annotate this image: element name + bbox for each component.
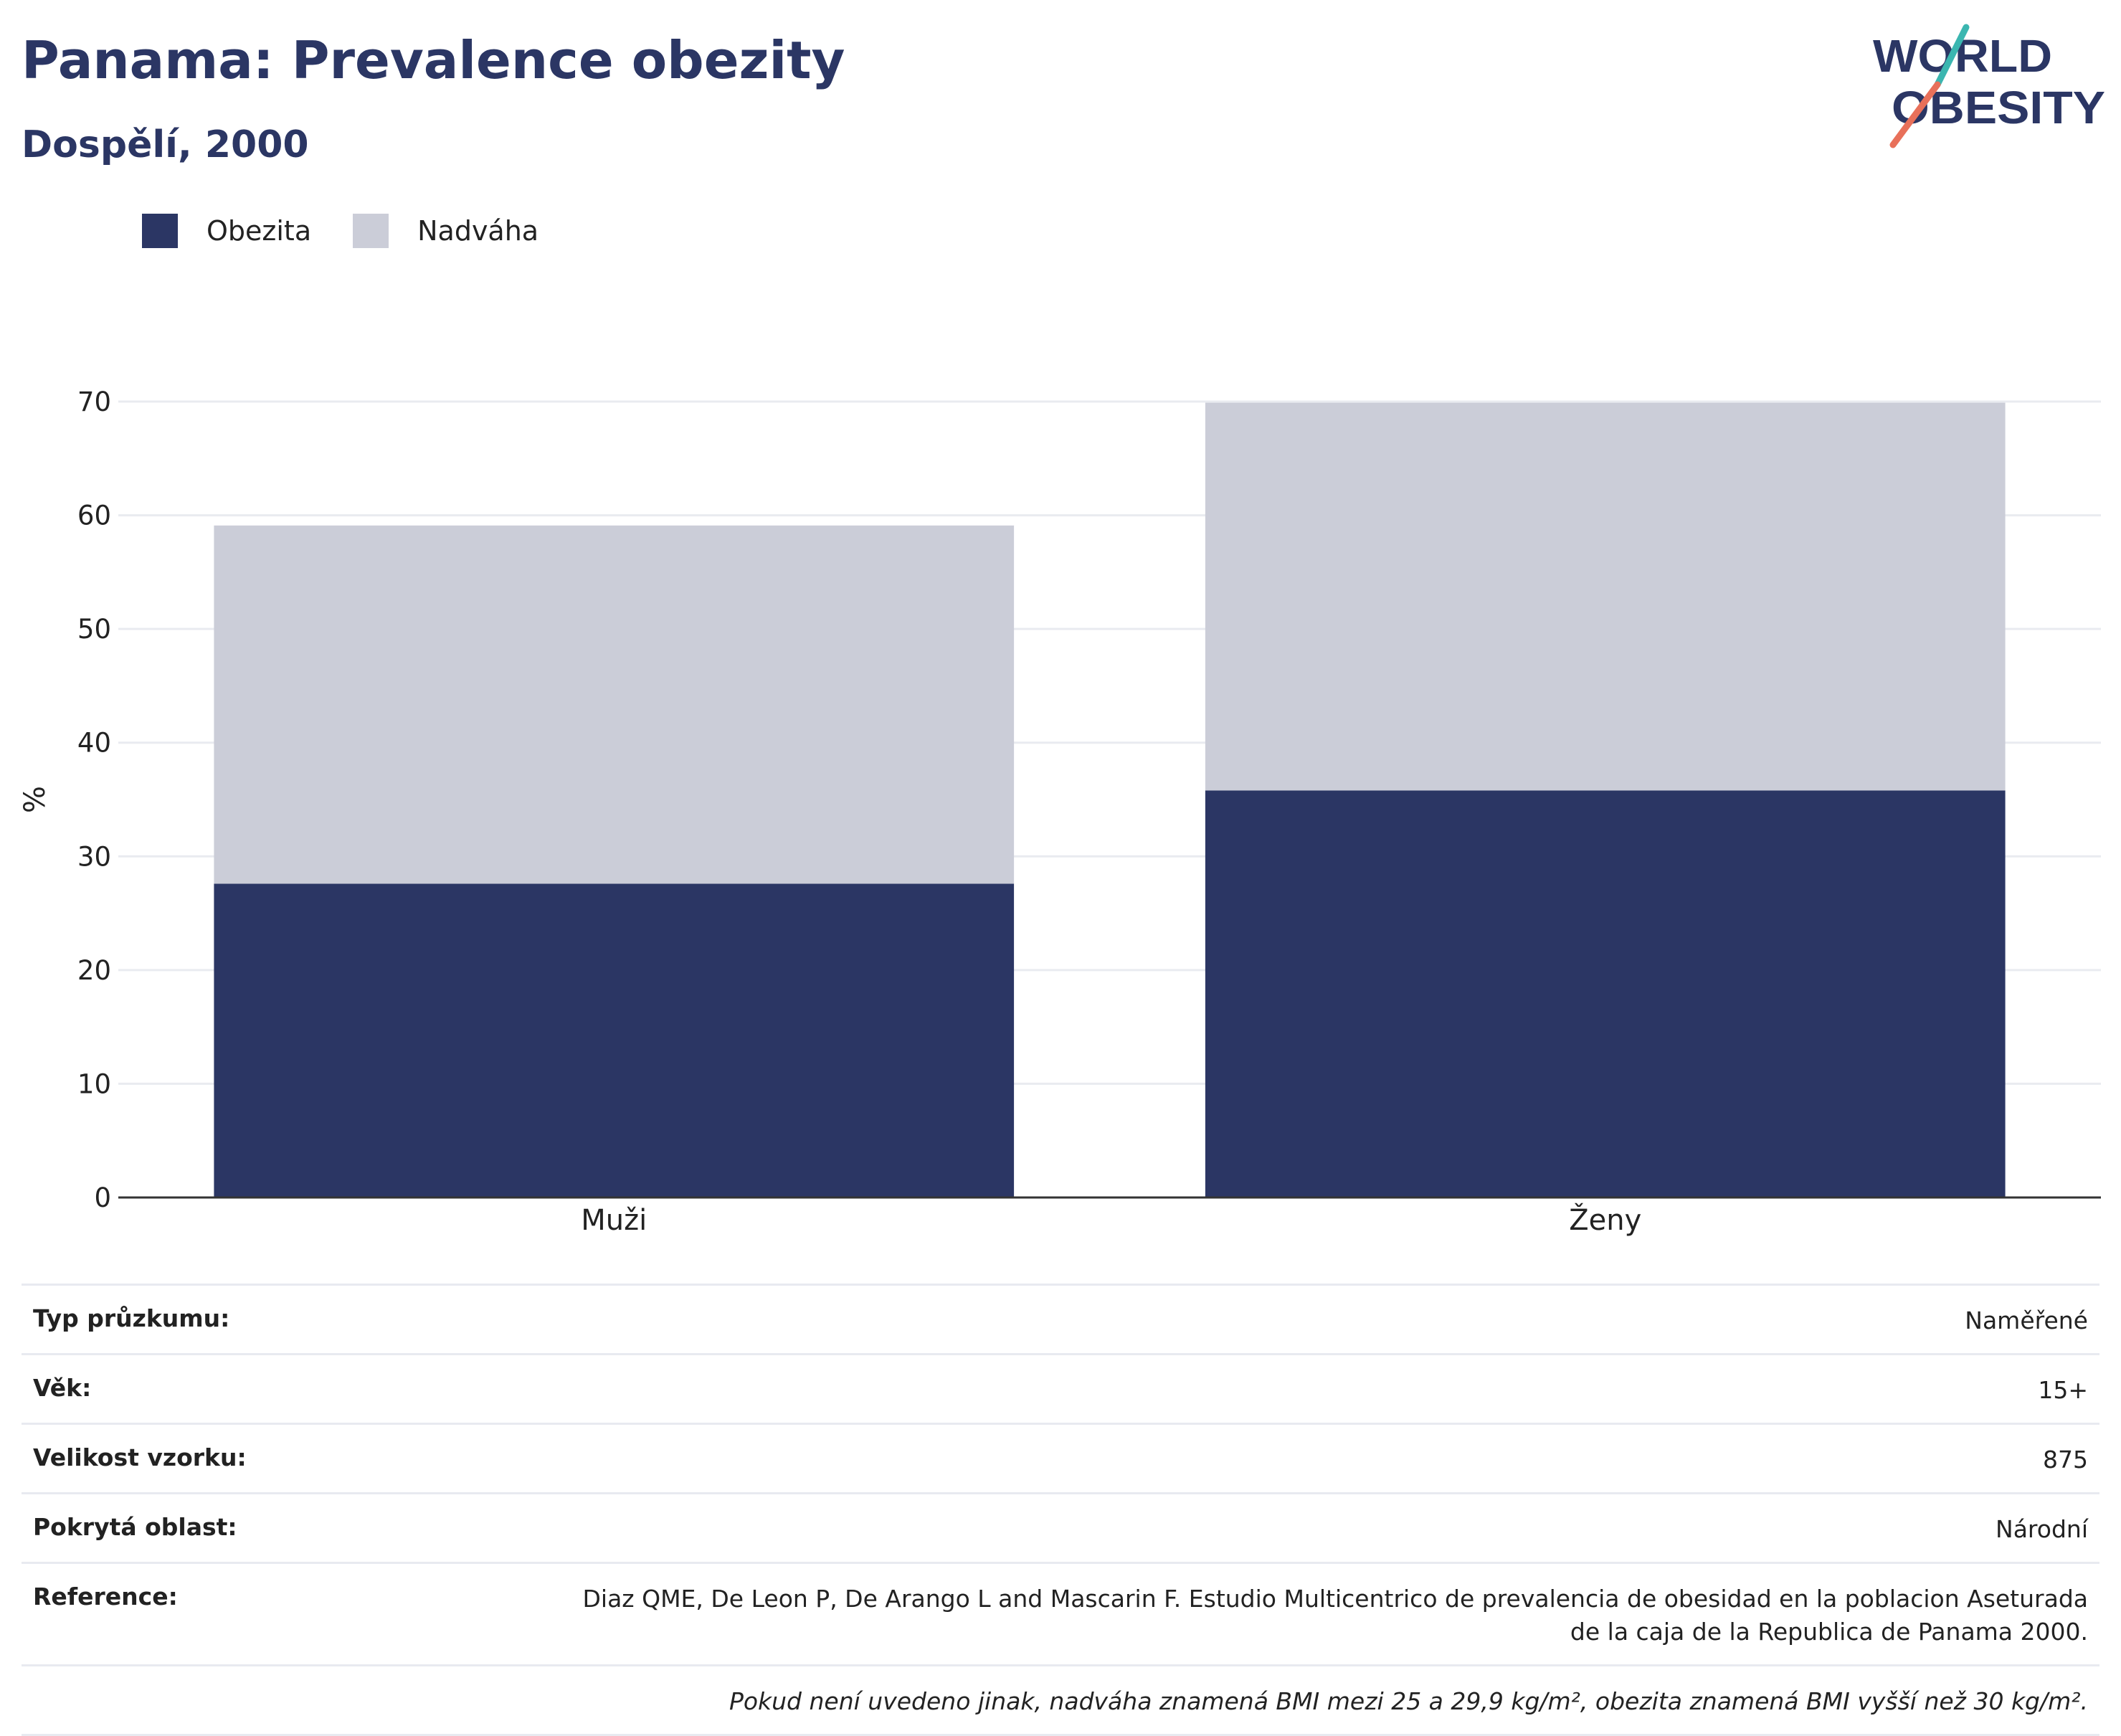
info-row-sample-size: Velikost vzorku: 875 [22, 1423, 2099, 1492]
survey-info-table: Typ průzkumu: Naměřené Věk: 15+ Velikost… [22, 1284, 2099, 1736]
info-key: Velikost vzorku: [33, 1443, 247, 1471]
info-key: Věk: [33, 1374, 92, 1402]
legend-swatch-overweight [353, 214, 389, 248]
legend-item-overweight: Nadváha [353, 214, 538, 248]
legend-label-overweight: Nadváha [417, 215, 539, 247]
info-value: 875 [2043, 1446, 2088, 1474]
chart-legend: Obezita Nadváha [142, 214, 580, 248]
bar-overweight-men [214, 525, 1015, 884]
logo-line-2: OBESITY [1892, 82, 2105, 133]
bar-obesity-men [214, 883, 1015, 1197]
y-tick-label: 30 [77, 841, 111, 872]
world-obesity-logo: WORLD OBESITY [1873, 24, 2105, 148]
info-row-survey-type: Typ průzkumu: Naměřené [22, 1284, 2099, 1353]
chart-subtitle: Dospělí, 2000 [22, 123, 309, 166]
info-value: Národní [1996, 1515, 2088, 1543]
info-key: Reference: [33, 1583, 178, 1611]
info-value: Naměřené [1965, 1306, 2088, 1334]
y-tick-label: 60 [77, 501, 111, 531]
y-tick-label: 0 [94, 1182, 111, 1213]
logo-slash-teal [1934, 24, 1970, 88]
info-row-age: Věk: 15+ [22, 1353, 2099, 1423]
y-tick-label: 50 [77, 614, 111, 645]
legend-label-obesity: Obezita [207, 215, 312, 247]
info-key: Pokrytá oblast: [33, 1513, 237, 1541]
stacked-bar-chart: 0 10 20 30 40 50 60 70% Muži Ženy [19, 386, 2101, 1237]
x-tick-label: Muži [581, 1204, 647, 1237]
info-key: Typ průzkumu: [33, 1304, 230, 1332]
y-tick-label: 20 [77, 955, 111, 986]
info-row-note: Pokud není uvedeno jinak, nadváha znamen… [22, 1664, 2099, 1736]
bar-overweight-women [1205, 402, 2006, 791]
info-row-area-covered: Pokrytá oblast: Národní [22, 1492, 2099, 1562]
bmi-definition-note: Pokud není uvedeno jinak, nadváha znamen… [729, 1687, 2088, 1715]
legend-item-obesity: Obezita [142, 214, 311, 248]
info-row-reference: Reference: Diaz QME, De Leon P, De Arang… [22, 1562, 2099, 1664]
y-tick-label: 10 [77, 1068, 111, 1099]
legend-swatch-obesity [142, 214, 178, 248]
logo-slash-coral [1889, 81, 1941, 148]
y-tick-label: 70 [77, 386, 111, 417]
info-value: 15+ [2038, 1376, 2088, 1404]
bar-obesity-women [1205, 790, 2006, 1197]
y-tick-label: 40 [77, 728, 111, 759]
y-axis-label: % [19, 786, 52, 813]
chart-title: Panama: Prevalence obezity [22, 30, 845, 90]
x-tick-label: Ženy [1569, 1203, 1641, 1237]
info-value: Diaz QME, De Leon P, De Arango L and Mas… [582, 1585, 2089, 1646]
